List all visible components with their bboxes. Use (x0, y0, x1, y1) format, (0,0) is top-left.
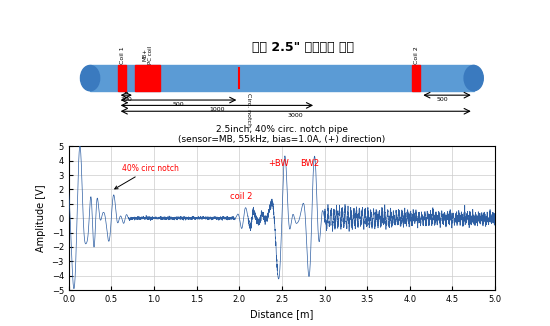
Text: 3000: 3000 (288, 113, 304, 118)
Bar (412, 66, 420, 91)
Text: 300: 300 (120, 97, 132, 102)
Text: 직경 2.5" 매설배관 목업: 직경 2.5" 매설배관 목업 (252, 41, 354, 54)
Text: Coil 2: Coil 2 (414, 46, 419, 64)
Title: 2.5inch, 40% circ. notch pipe
(sensor=MB, 55kHz, bias=1.0A, (+) direction): 2.5inch, 40% circ. notch pipe (sensor=MB… (178, 125, 386, 144)
Text: Circ. notch: Circ. notch (246, 93, 251, 127)
Text: +BW: +BW (268, 159, 289, 169)
Bar (135, 66, 161, 91)
Ellipse shape (80, 66, 100, 91)
Text: 40% circ notch: 40% circ notch (115, 164, 179, 189)
Ellipse shape (464, 66, 483, 91)
Text: 500: 500 (437, 97, 449, 102)
Y-axis label: Amplitude [V]: Amplitude [V] (36, 185, 46, 252)
Text: 1000: 1000 (209, 107, 224, 112)
Bar (90, 66, 474, 91)
Bar (118, 66, 127, 91)
Text: 500: 500 (173, 102, 184, 107)
Text: coil 2: coil 2 (230, 192, 252, 201)
Text: Coil 1: Coil 1 (119, 46, 124, 64)
X-axis label: Distance [m]: Distance [m] (250, 310, 313, 319)
Text: MB+
PC coil: MB+ PC coil (142, 46, 153, 64)
Text: BW2: BW2 (300, 159, 320, 169)
